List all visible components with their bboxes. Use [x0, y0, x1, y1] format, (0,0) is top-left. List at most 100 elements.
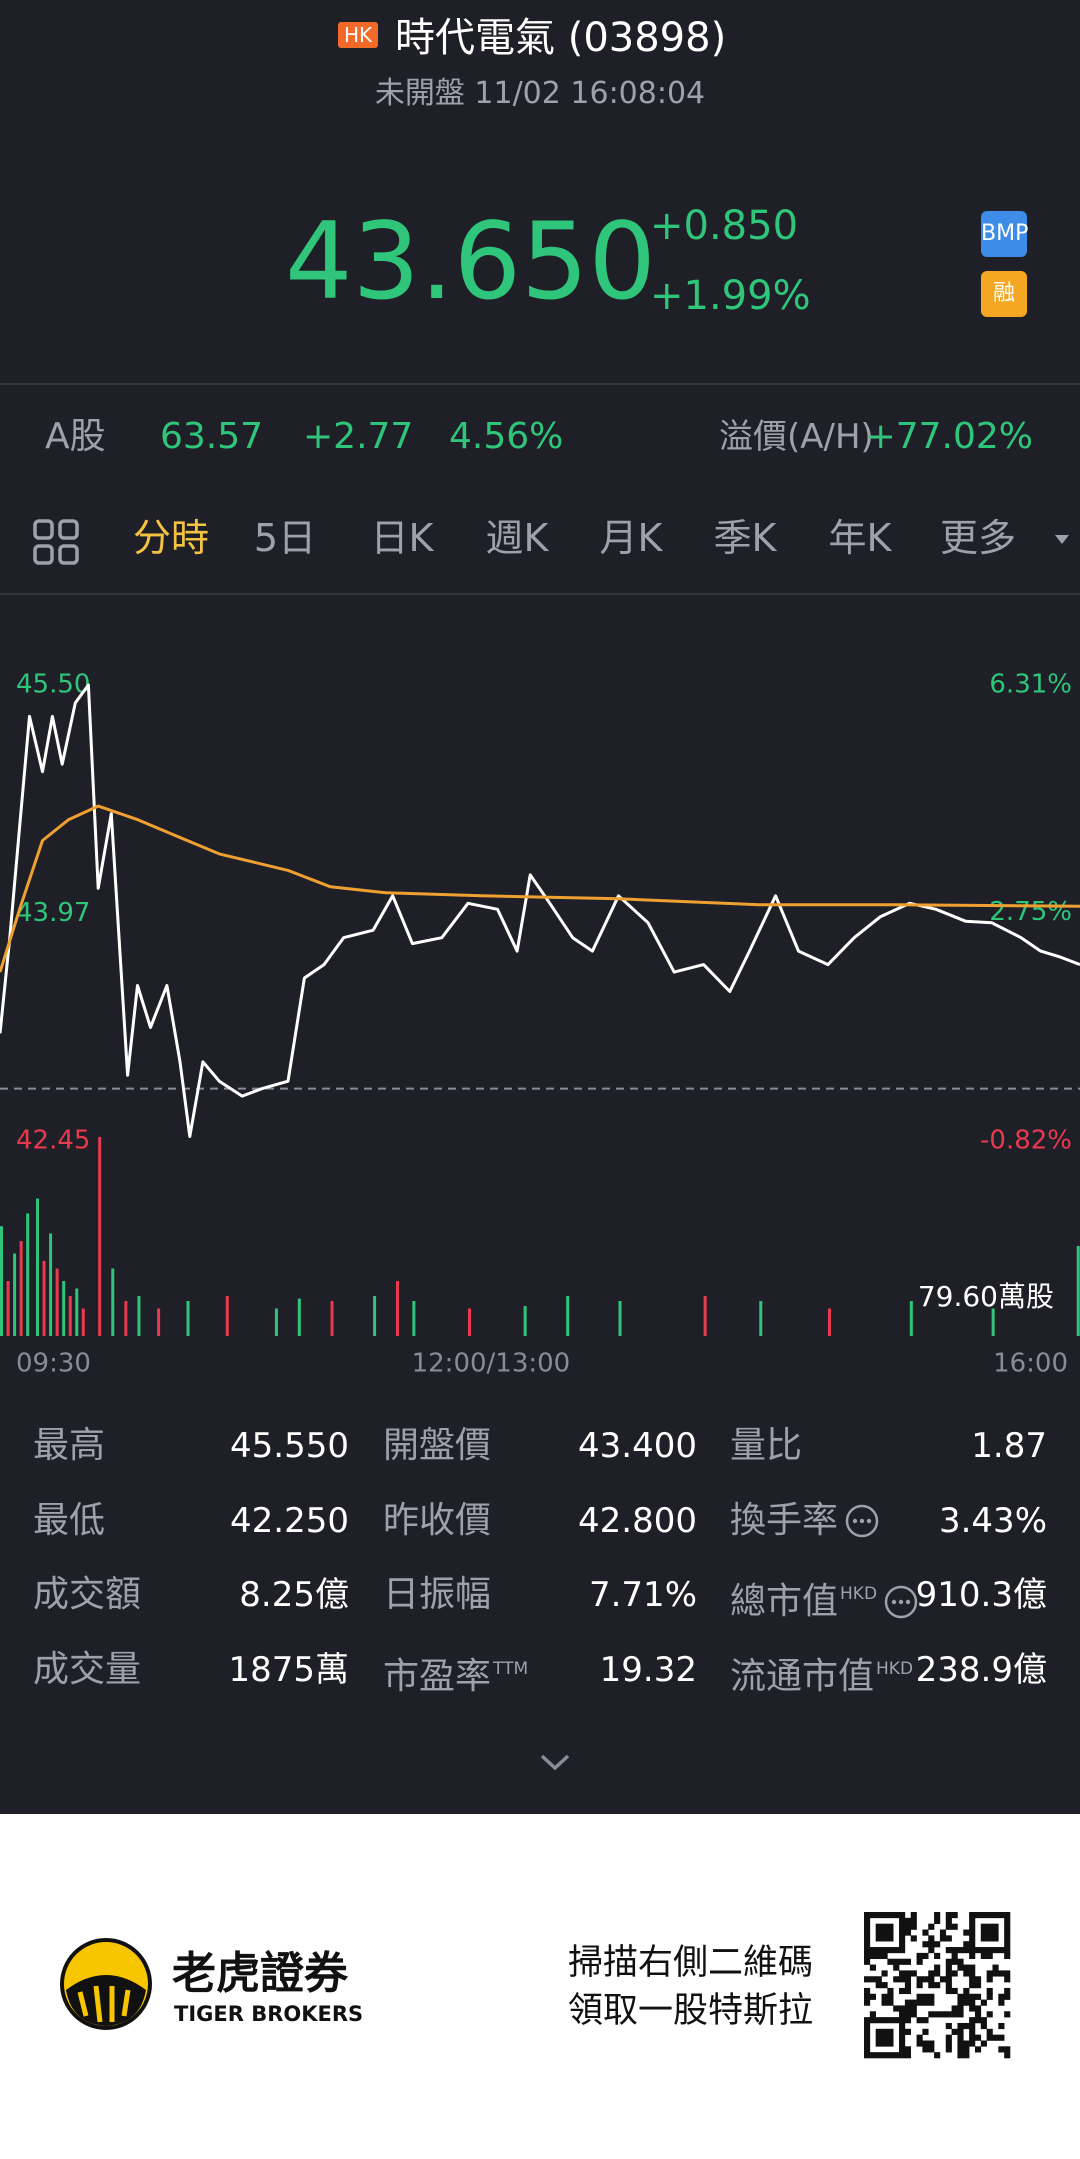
x-tick-label: 16:00: [993, 1349, 1068, 1379]
qr-module: [893, 2017, 900, 2024]
qr-module: [963, 1987, 970, 1995]
qr-module: [881, 1982, 888, 1989]
y2-tick-label: 6.31%: [989, 670, 1072, 700]
qr-module: [928, 1941, 935, 1948]
qr-module: [957, 1964, 964, 1971]
qr-module: [875, 1912, 882, 1919]
info-icon[interactable]: [883, 1584, 919, 1620]
qr-module: [998, 1912, 1005, 1919]
volume-bar: [396, 1281, 399, 1336]
qr-module: [980, 1999, 987, 2006]
chart-tab[interactable]: 更多: [939, 516, 1017, 561]
qr-module: [881, 1929, 888, 1936]
qr-module: [881, 1912, 888, 1919]
volume-bar: [26, 1213, 30, 1336]
stat-value: 1875萬: [228, 1649, 349, 1690]
qr-module: [904, 1958, 912, 1965]
volume-bar: [49, 1233, 53, 1336]
qr-module: [945, 1964, 952, 1971]
qr-module: [992, 2034, 999, 2041]
qr-module: [951, 2005, 958, 2012]
qr-module: [945, 2046, 952, 2053]
qr-module: [875, 2017, 882, 2024]
qr-module: [899, 1941, 906, 1948]
qr-module: [1004, 1993, 1011, 2000]
qr-module: [963, 2046, 970, 2053]
qr-module: [899, 1987, 906, 1995]
qr-module: [986, 1923, 993, 1930]
chart-tab[interactable]: 週K: [485, 516, 549, 561]
qr-module: [986, 2028, 993, 2035]
chart-tab[interactable]: 年K: [828, 516, 892, 561]
qr-module: [922, 1999, 929, 2006]
volume-bar: [330, 1301, 334, 1336]
qr-module: [899, 2034, 906, 2041]
qr-module: [922, 1941, 929, 1948]
qr-module: [957, 2040, 964, 2047]
qr-module: [969, 1993, 976, 2000]
qr-module: [881, 2034, 888, 2041]
qr-module: [864, 1917, 871, 1924]
stat-label-sup: HKD: [876, 1659, 914, 1680]
quote-badge[interactable]: BMP: [981, 211, 1028, 257]
qr-module: [963, 2040, 970, 2047]
chart-tab[interactable]: 季K: [713, 516, 777, 561]
qr-module: [904, 1929, 912, 1936]
qr-module: [899, 1917, 906, 1924]
qr-module: [922, 1952, 929, 1960]
qr-module: [875, 2034, 882, 2041]
layout-icon[interactable]: [33, 519, 79, 565]
qr-module: [957, 1947, 964, 1954]
volume-bar: [566, 1296, 570, 1336]
more-arrow[interactable]: [1055, 535, 1069, 544]
qr-module: [974, 1993, 982, 2000]
qr-module: [969, 1982, 976, 1989]
stat-value: 7.71%: [588, 1574, 697, 1615]
chart-tab[interactable]: 分時: [132, 516, 210, 561]
volume-bar: [19, 1241, 23, 1336]
chart-tab[interactable]: 5日: [253, 516, 317, 561]
price-line: [0, 683, 1080, 1138]
qr-module: [992, 1929, 999, 1936]
qr-module: [875, 1952, 882, 1960]
qr-module: [904, 1923, 912, 1930]
volume-bar: [111, 1268, 115, 1336]
stat-label-text: 流通市值: [730, 1656, 875, 1698]
expand-chevron[interactable]: [540, 1754, 570, 1771]
stat-value: 1.87: [971, 1425, 1047, 1466]
qr-module: [864, 1947, 871, 1954]
qr-module: [899, 2028, 906, 2035]
qr-module: [957, 2046, 964, 2053]
quote-badge[interactable]: 融: [981, 271, 1027, 317]
qr-module: [864, 1976, 871, 1983]
volume-bar: [13, 1253, 17, 1336]
qr-module: [899, 2046, 906, 2053]
qr-module: [980, 1912, 987, 1919]
qr-module: [980, 1952, 987, 1960]
qr-module: [887, 2017, 894, 2024]
qr-module: [969, 1999, 976, 2006]
volume-bar: [991, 1308, 995, 1336]
qr-module: [963, 1947, 970, 1954]
qr-module: [910, 1923, 917, 1930]
qr-module: [998, 2046, 1005, 2053]
chart-tab[interactable]: 日K: [370, 516, 434, 561]
qr-module: [945, 2040, 952, 2047]
qr-module: [928, 1993, 935, 2000]
qr-module: [1004, 1917, 1011, 1924]
qr-module: [969, 1976, 976, 1983]
promo-text: 掃描右側二維碼: [568, 1943, 814, 1983]
qr-module: [980, 1947, 987, 1954]
stat-value: 3.43%: [938, 1500, 1047, 1541]
stat-label-text: 成交量: [33, 1649, 142, 1691]
info-icon[interactable]: [844, 1503, 880, 1539]
qr-module: [869, 1912, 876, 1919]
qr-module: [904, 2005, 912, 2012]
chart-tab[interactable]: 月K: [599, 516, 663, 561]
stat-label: 成交量: [33, 1648, 141, 1691]
qr-module: [928, 1935, 935, 1942]
qr-module: [904, 1999, 912, 2006]
qr-module: [986, 2011, 993, 2018]
volume-bar: [62, 1281, 66, 1336]
